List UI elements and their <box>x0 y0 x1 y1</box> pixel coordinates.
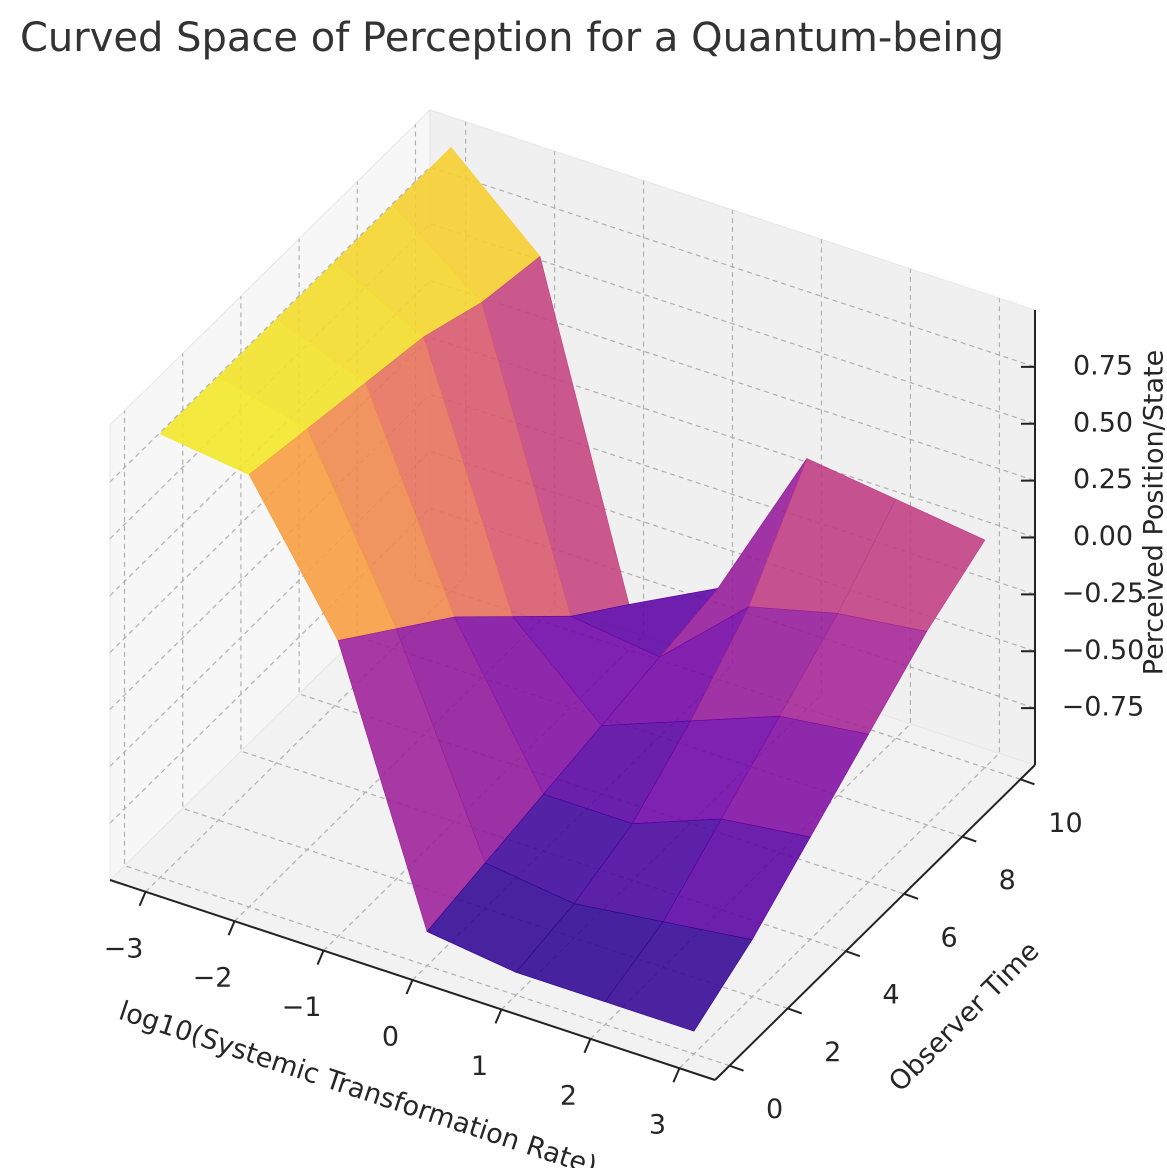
x-tick <box>495 1009 501 1023</box>
x-tick <box>407 980 413 994</box>
y-tick <box>730 1066 744 1071</box>
x-tick-label: 1 <box>471 1051 488 1082</box>
y-tick <box>962 837 976 842</box>
z-tick-label: −0.75 <box>1062 692 1145 723</box>
x-tick-label: −3 <box>104 933 144 964</box>
x-tick <box>318 951 324 965</box>
z-tick-label: −0.25 <box>1062 578 1145 609</box>
z-tick-label: 0.00 <box>1073 521 1133 552</box>
x-tick-label: 0 <box>382 1022 399 1053</box>
y-tick <box>846 951 860 956</box>
x-tick-label: 3 <box>649 1110 666 1141</box>
z-tick-label: 0.75 <box>1073 350 1133 381</box>
x-tick <box>140 892 146 906</box>
y-tick-label: 2 <box>824 1037 841 1068</box>
z-tick-label: 0.50 <box>1073 407 1133 438</box>
y-tick-label: 8 <box>999 865 1016 896</box>
y-tick <box>788 1008 802 1013</box>
x-tick-label: −1 <box>282 992 322 1023</box>
chart-title: Curved Space of Perception for a Quantum… <box>20 15 1004 61</box>
y-tick <box>904 894 918 899</box>
y-tick-label: 10 <box>1048 808 1082 839</box>
z-tick-label: −0.50 <box>1062 635 1145 666</box>
z-tick-label: 0.25 <box>1073 464 1133 495</box>
x-tick <box>673 1068 679 1082</box>
y-tick-label: 0 <box>766 1094 783 1125</box>
y-tick <box>1020 779 1034 784</box>
x-axis-label: log10(Systemic Transformation Rate) <box>115 996 601 1168</box>
y-axis-label: Observer Time <box>883 936 1045 1098</box>
z-axis-label: Perceived Position/State <box>1139 350 1167 675</box>
x-tick <box>584 1039 590 1053</box>
x-tick-label: −2 <box>193 963 233 994</box>
y-tick-label: 4 <box>882 980 899 1011</box>
y-tick-label: 6 <box>940 922 957 953</box>
x-tick-label: 2 <box>560 1080 577 1111</box>
x-tick <box>229 921 235 935</box>
